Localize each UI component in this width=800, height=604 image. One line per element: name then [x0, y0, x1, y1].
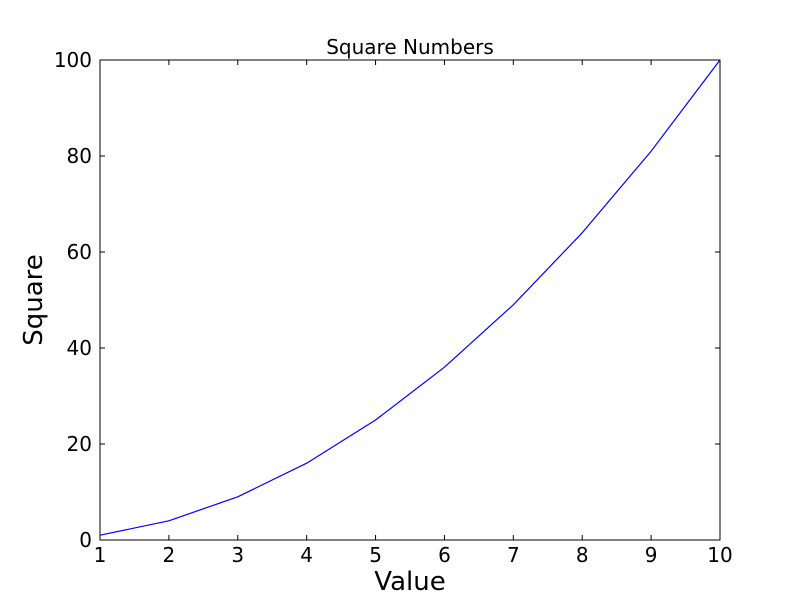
- plot-area-border: [99, 59, 721, 541]
- y-tick-label: 80: [67, 144, 92, 168]
- x-tick-label: 7: [507, 543, 520, 567]
- series-line: [99, 59, 721, 536]
- x-tick-labels: 1 2 3 4 5 6 7 8 9 10: [94, 543, 733, 567]
- x-tick-label: 5: [369, 543, 382, 567]
- x-tick-label: 9: [645, 543, 658, 567]
- y-tick-label: 0: [79, 528, 92, 552]
- x-tick-label: 4: [300, 543, 313, 567]
- x-tick-label: 8: [576, 543, 589, 567]
- y-tick-label: 60: [67, 240, 92, 264]
- x-axis-label: Value: [374, 567, 445, 597]
- y-tick-label: 100: [54, 48, 92, 72]
- x-tick-label: 10: [707, 543, 732, 567]
- x-tick-label: 6: [438, 543, 451, 567]
- x-tick-label: 2: [163, 543, 176, 567]
- x-tick-label: 1: [94, 543, 107, 567]
- y-tick-labels: 0 20 40 60 80 100: [54, 48, 92, 552]
- chart-title: Square Numbers: [326, 35, 494, 59]
- axis-ticks: [99, 59, 721, 541]
- y-tick-label: 20: [67, 432, 92, 456]
- x-tick-label: 3: [231, 543, 244, 567]
- y-axis-label: Square: [19, 254, 49, 346]
- y-tick-label: 40: [67, 336, 92, 360]
